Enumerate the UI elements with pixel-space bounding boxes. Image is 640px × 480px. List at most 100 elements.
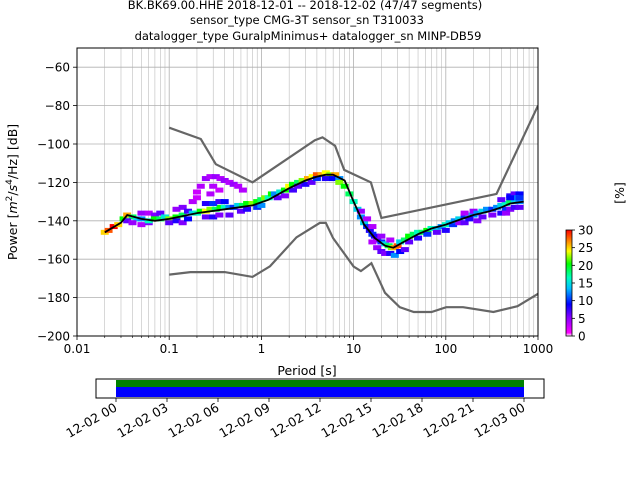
colorbar-tick-label: 0 xyxy=(578,330,586,344)
psd-cell xyxy=(312,176,321,182)
coverage-tick-label: 12-02 03 xyxy=(114,400,170,441)
psd-cell xyxy=(253,204,262,210)
title-line-1: BK.BK69.00.HHE 2018-12-01 -- 2018-12-02 … xyxy=(128,0,482,12)
psd-cell xyxy=(184,208,193,214)
colorbar-tick-label: 25 xyxy=(578,241,593,255)
y-tick-label: −80 xyxy=(45,99,70,113)
psd-cell xyxy=(414,229,423,235)
psd-cell xyxy=(510,191,519,197)
psd-cell xyxy=(165,220,174,226)
psd-cell xyxy=(308,174,317,180)
psd-cell xyxy=(321,176,330,182)
psd-cell xyxy=(414,235,423,241)
psd-cell xyxy=(225,204,234,210)
psd-cell xyxy=(515,191,524,197)
psd-cell xyxy=(236,208,245,214)
psd-cell xyxy=(215,199,224,205)
psd-cell xyxy=(502,206,511,212)
psd-cell xyxy=(488,212,497,218)
y-axis-label-sep: / xyxy=(5,191,20,196)
colorbar-label: [%] xyxy=(612,182,627,204)
psd-cell xyxy=(321,170,330,176)
coverage-tick-label: 12-02 09 xyxy=(216,400,272,441)
psd-cell xyxy=(493,204,502,210)
y-axis-label-hz: /Hz] [dB] xyxy=(5,124,20,179)
psd-cell xyxy=(405,233,414,239)
coverage-tick-label: 12-02 06 xyxy=(165,400,221,441)
x-tick-label: 0.1 xyxy=(160,342,179,356)
psd-cell xyxy=(432,229,441,235)
psd-cell xyxy=(363,216,372,222)
x-tick-label: 0.01 xyxy=(64,342,91,356)
psd-cell xyxy=(188,199,197,205)
psd-cell xyxy=(340,183,349,189)
psd-cell xyxy=(201,201,210,207)
psd-cell xyxy=(215,187,224,193)
psd-cell xyxy=(178,212,187,218)
psd-cell xyxy=(488,206,497,212)
y-axis-ticks: −200 −180 −160 −140 −120 −100 −80 −60 xyxy=(37,61,77,344)
psd-cell xyxy=(497,210,506,216)
psd-cell xyxy=(150,216,159,222)
psd-cell xyxy=(178,204,187,210)
title-line-3: datalogger_type GuralpMinimus+ datalogge… xyxy=(135,29,482,43)
psd-cell xyxy=(201,214,210,220)
psd-cell xyxy=(370,233,379,239)
psd-cell xyxy=(243,201,252,207)
psd-cell xyxy=(465,212,474,218)
psd-cell xyxy=(432,225,441,231)
psd-cell xyxy=(280,193,289,199)
psd-cell xyxy=(356,208,365,214)
psd-cell xyxy=(201,176,210,182)
psd-cell xyxy=(483,206,492,212)
colorbar-tick-label: 20 xyxy=(578,259,593,273)
psd-cell xyxy=(184,216,193,222)
psd-cell xyxy=(423,231,432,237)
psd-cell xyxy=(329,176,338,182)
psd-cell xyxy=(441,227,450,233)
psd-cell xyxy=(497,202,506,208)
psd-cell xyxy=(405,239,414,245)
psd-cell xyxy=(206,174,215,180)
psd-cell xyxy=(220,177,229,183)
figure-title: BK.BK69.00.HHE 2018-12-01 -- 2018-12-02 … xyxy=(128,0,482,43)
nlnm-curve xyxy=(169,221,538,314)
psd-cell xyxy=(400,237,409,243)
psd-cell xyxy=(497,197,506,203)
psd-cell xyxy=(273,195,282,201)
psd-cell xyxy=(128,220,137,226)
psd-cell xyxy=(396,239,405,245)
psd-cell xyxy=(270,191,279,197)
psd-cell xyxy=(238,187,247,193)
psd-cell xyxy=(506,206,515,212)
psd-cell xyxy=(209,201,218,207)
coverage-tick-label: 12-02 00 xyxy=(63,400,119,441)
colorbar-tick-label: 15 xyxy=(578,277,593,291)
psd-cell xyxy=(473,210,482,216)
noise-model-curves xyxy=(168,105,538,314)
psd-cell xyxy=(506,195,515,201)
psd-cell xyxy=(400,247,409,253)
colorbar-tick-label: 30 xyxy=(578,224,593,238)
psd-cell xyxy=(307,179,316,185)
coverage-tick-label: 12-02 21 xyxy=(420,400,476,441)
psd-cell xyxy=(294,179,303,185)
psd-cell xyxy=(368,224,377,230)
psd-cell xyxy=(294,183,303,189)
y-axis-label-m: m xyxy=(5,201,20,213)
psd-cell xyxy=(396,249,405,255)
psd-cell xyxy=(215,212,224,218)
psd-cell xyxy=(515,195,524,201)
psd-cell xyxy=(298,177,307,183)
y-tick-label: −160 xyxy=(37,253,70,267)
colorbar-tick-label: 5 xyxy=(578,312,586,326)
colorbar-ticks: 0 5 10 15 20 25 30 xyxy=(572,224,593,344)
psd-cell xyxy=(478,214,487,220)
psd-cell xyxy=(381,250,390,256)
psd-cell xyxy=(390,252,399,258)
psd-cell xyxy=(137,210,146,216)
psd-cell xyxy=(373,245,382,251)
psd-cell xyxy=(172,206,181,212)
